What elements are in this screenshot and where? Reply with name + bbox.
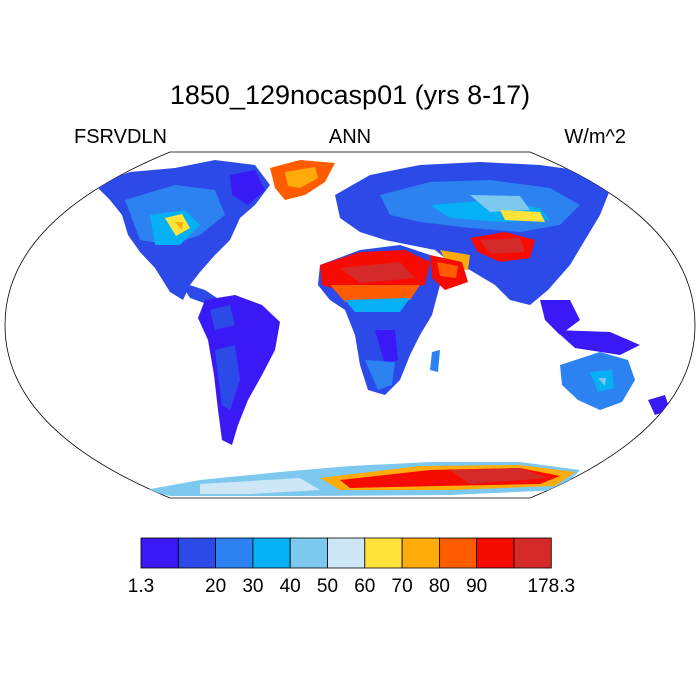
- colorbar-tick-label: 178.3: [527, 576, 576, 597]
- colorbar-tick-label: 30: [242, 576, 264, 597]
- antarctica: [145, 462, 580, 496]
- colorbar-tick-label: 60: [354, 576, 376, 597]
- colorbar-swatch: [401, 537, 440, 569]
- colorbar-tick-label: 40: [279, 576, 301, 597]
- colorbar-swatch: [252, 537, 291, 569]
- colorbar-swatch: [327, 537, 366, 569]
- colorbar-swatch: [140, 537, 179, 569]
- variable-label: FSRVDLN: [74, 126, 167, 148]
- colorbar-swatch: [364, 537, 403, 569]
- colorbar-tick-label: 90: [466, 576, 488, 597]
- colorbar-tick-label: 20: [205, 576, 227, 597]
- south-america: [198, 295, 280, 445]
- colorbar-swatch: [289, 537, 328, 569]
- colorbar-tick-label: 50: [316, 576, 339, 597]
- map-title: 1850_129nocasp01 (yrs 8-17): [169, 80, 531, 110]
- africa: [318, 245, 468, 395]
- units-label: W/m^2: [564, 126, 626, 148]
- colorbar-swatch: [513, 537, 552, 569]
- colorbar-tick-label: 70: [391, 576, 413, 597]
- colorbar-swatch: [438, 537, 478, 569]
- greenland: [270, 160, 335, 200]
- colorbar-swatch: [215, 537, 254, 569]
- colorbar-tick-label: 1.3: [127, 576, 155, 597]
- australia: [560, 352, 670, 415]
- season-label: ANN: [328, 126, 372, 148]
- eurasia: [335, 162, 640, 355]
- colorbar-tick-label: 80: [428, 576, 450, 597]
- north-america: [95, 160, 270, 305]
- colorbar-swatch: [476, 537, 515, 569]
- colorbar-swatch: [177, 537, 217, 569]
- colorbar: [140, 537, 552, 569]
